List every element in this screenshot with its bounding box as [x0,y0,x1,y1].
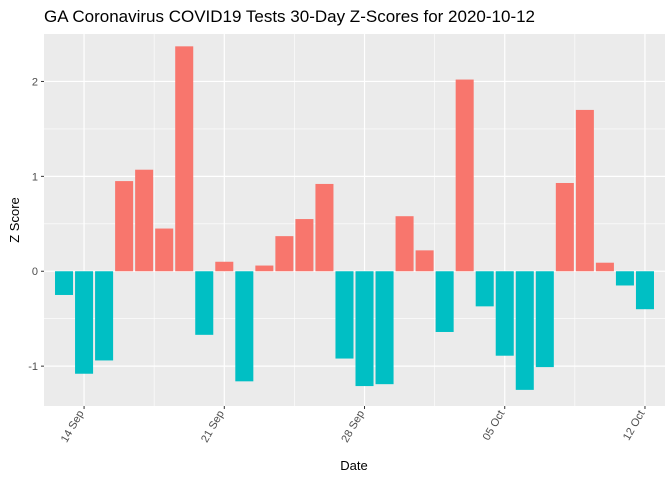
y-tick-label: 2 [32,76,38,88]
y-axis: -1 0 1 2 [28,76,44,373]
bar [175,46,194,272]
bar [435,271,454,332]
bar [355,271,374,387]
x-tick-label: 28 Sep [339,409,367,445]
bar [215,261,234,272]
y-tick-label: 1 [32,171,38,183]
bar [495,271,514,356]
bar [475,271,494,307]
x-tick-label: 21 Sep [199,409,227,445]
x-axis-title: Date [340,458,367,473]
bar [395,216,414,272]
bar [555,182,574,272]
x-tick-label: 14 Sep [59,409,87,445]
bar [455,79,474,272]
bar [235,271,254,382]
bar [415,250,434,272]
bar [515,271,534,390]
bar [55,271,74,295]
bar [195,271,214,335]
bar [315,183,334,272]
y-tick-label: 0 [32,266,38,278]
x-tick-label: 05 Oct [481,409,508,443]
x-tick-label: 12 Oct [621,409,648,443]
bars [55,46,654,390]
x-axis: 14 Sep 21 Sep 28 Sep 05 Oct 12 Oct [59,406,648,445]
bar [535,271,554,368]
bar [75,271,94,374]
bar [295,219,314,272]
bar [375,271,394,385]
bar [335,271,354,359]
bar [275,236,294,272]
y-tick-label: -1 [28,361,38,373]
bar [575,109,594,272]
bar [135,169,154,272]
bar [115,181,134,272]
bar [615,271,634,286]
y-axis-title: Z Score [7,197,22,243]
chart-title: GA Coronavirus COVID19 Tests 30-Day Z-Sc… [44,7,535,26]
bar [155,228,174,272]
bar [595,262,614,272]
bar [255,265,274,272]
bar [635,271,654,310]
bar [95,271,114,361]
